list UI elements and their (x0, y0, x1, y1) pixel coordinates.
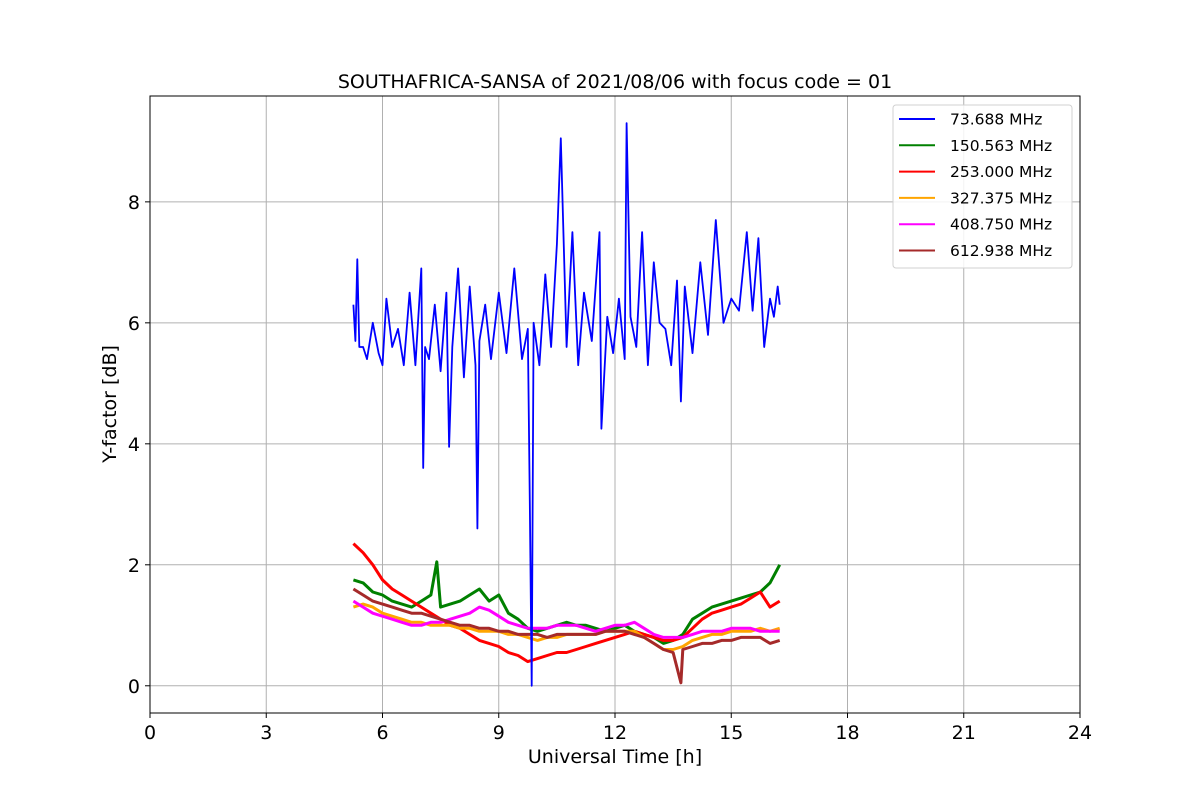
x-tick-label: 3 (260, 722, 272, 744)
x-tick-label: 6 (376, 722, 388, 744)
x-axis-label: Universal Time [h] (528, 746, 702, 768)
series-line-4 (352, 599, 780, 639)
legend-entry: 253.000 MHz (950, 163, 1052, 181)
series-line-2 (352, 542, 781, 664)
x-tick-label: 12 (603, 722, 627, 744)
y-tick-label: 4 (128, 434, 140, 456)
legend-entry: 150.563 MHz (950, 137, 1052, 155)
x-tick-label: 18 (835, 722, 859, 744)
y-tick-label: 0 (128, 676, 140, 698)
y-tick-label: 6 (128, 313, 140, 335)
plot-series (352, 122, 782, 687)
series-line-0 (352, 122, 781, 687)
legend-box (892, 104, 1073, 269)
x-tick-label: 21 (952, 722, 976, 744)
y-tick-label: 2 (128, 555, 140, 577)
legend-entry: 408.750 MHz (950, 216, 1052, 234)
x-tick-label: 24 (1068, 722, 1092, 744)
legend-entry: 73.688 MHz (950, 111, 1042, 129)
series-line-5 (352, 587, 781, 685)
legend-entry: 612.938 MHz (950, 242, 1052, 260)
legend-entry: 327.375 MHz (950, 189, 1052, 207)
y-tick-label: 8 (128, 192, 140, 214)
y-axis-ticks: 0 2 4 6 8 (128, 192, 150, 698)
x-tick-label: 0 (144, 722, 156, 744)
x-axis-ticks: 0 3 6 9 12 15 18 21 24 (144, 713, 1092, 744)
x-tick-label: 15 (719, 722, 743, 744)
x-tick-label: 9 (493, 722, 505, 744)
chart-title: SOUTHAFRICA-SANSA of 2021/08/06 with foc… (338, 71, 892, 93)
y-axis-label: Y-factor [dB] (99, 345, 121, 464)
legend: 73.688 MHz 150.563 MHz 253.000 MHz 327.375 … (892, 104, 1073, 269)
